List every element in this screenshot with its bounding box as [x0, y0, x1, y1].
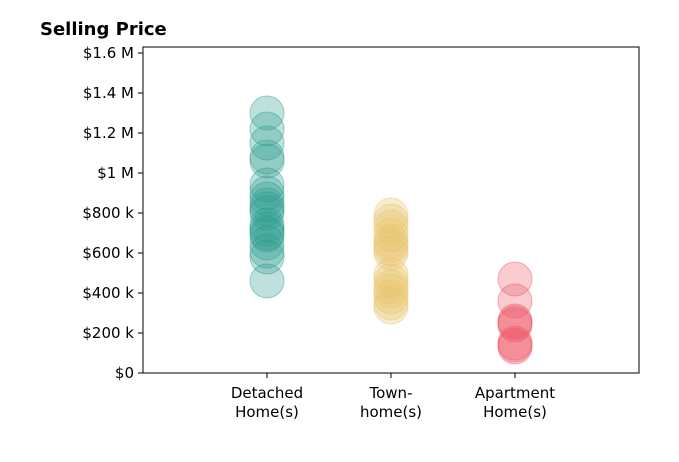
y-tick-label: $1.4 M [83, 84, 134, 102]
data-point [249, 191, 285, 227]
data-point [373, 257, 409, 293]
data-point [497, 283, 533, 319]
plot-points [249, 95, 533, 365]
data-point [249, 239, 285, 275]
data-point [373, 209, 409, 245]
data-point [373, 289, 409, 325]
data-point [249, 95, 285, 131]
data-point [249, 111, 285, 147]
x-tick-label: Apartment [475, 384, 555, 402]
data-point [373, 285, 409, 321]
data-point [249, 175, 285, 211]
y-tick-label: $0 [115, 364, 134, 382]
data-point [497, 329, 533, 365]
x-tick-label: Detached [231, 384, 303, 402]
data-point [249, 125, 285, 161]
data-point [497, 307, 533, 343]
y-tick-label: $600 k [82, 244, 134, 262]
x-tick-label: Town- [369, 384, 413, 402]
data-point [249, 225, 285, 261]
data-point [249, 195, 285, 231]
x-tick-label: home(s) [360, 403, 422, 421]
data-point [249, 167, 285, 203]
data-point [249, 263, 285, 299]
y-tick-label: $1 M [97, 164, 134, 182]
data-point [249, 207, 285, 243]
data-point [497, 303, 533, 339]
data-point [249, 233, 285, 269]
y-tick-label: $1.2 M [83, 124, 134, 142]
chart-title: Selling Price [40, 19, 167, 40]
x-tick-label: Home(s) [235, 403, 299, 421]
data-point [373, 273, 409, 309]
data-point [497, 325, 533, 361]
data-point [249, 217, 285, 253]
data-point [373, 263, 409, 299]
data-point [249, 215, 285, 251]
data-point [249, 143, 285, 179]
data-point [497, 305, 533, 341]
y-tick-label: $400 k [82, 284, 134, 302]
data-point [373, 279, 409, 315]
data-point [373, 227, 409, 263]
x-tick-label: Home(s) [483, 403, 547, 421]
data-point [249, 139, 285, 175]
data-point [373, 197, 409, 233]
data-point [373, 269, 409, 305]
data-point [373, 231, 409, 267]
data-point [497, 261, 533, 297]
data-point [249, 211, 285, 247]
y-tick-label: $800 k [82, 204, 134, 222]
data-point [497, 327, 533, 363]
data-point [249, 187, 285, 223]
data-point [373, 217, 409, 253]
data-point [373, 203, 409, 239]
y-tick-label: $1.6 M [83, 44, 134, 62]
data-point [249, 181, 285, 217]
y-axis: $0 $200 k $400 k $600 k $800 k $1 M $1.2 M $1.4… [82, 44, 143, 382]
x-axis: DetachedHome(s)Town-home(s)ApartmentHome… [231, 373, 555, 421]
data-point [373, 235, 409, 271]
y-tick-label: $200 k [82, 324, 134, 342]
data-point [373, 223, 409, 259]
